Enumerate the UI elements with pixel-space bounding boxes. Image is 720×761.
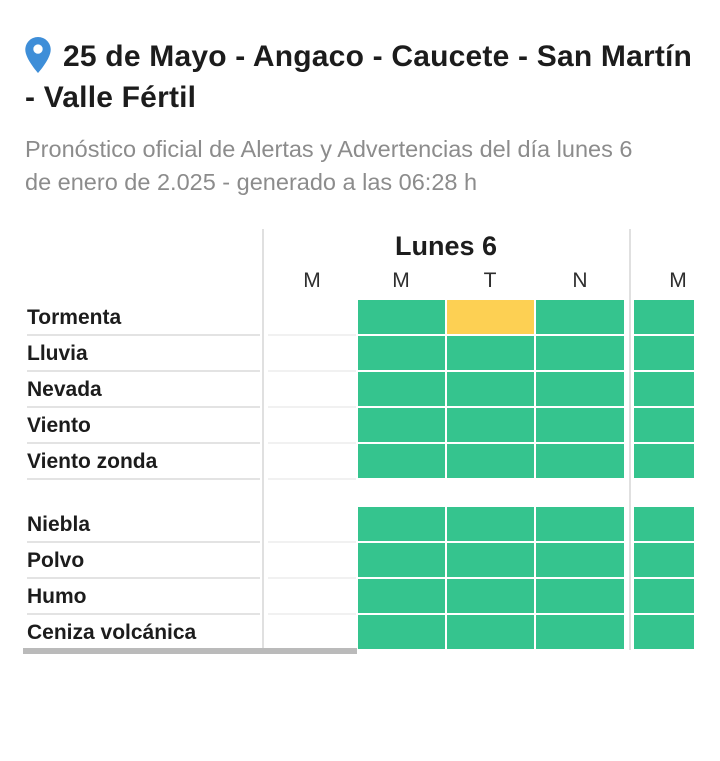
alert-cell-green <box>634 579 694 613</box>
alert-cell-green <box>536 444 624 478</box>
column-header-2: T <box>483 269 497 292</box>
empty-cell <box>268 507 356 543</box>
alerts-page: 25 de Mayo - Angaco - Caucete - San Mart… <box>0 36 720 761</box>
alert-cell-green <box>634 300 694 334</box>
empty-cell <box>268 579 356 615</box>
empty-cell <box>268 408 356 444</box>
alert-cell-green <box>634 444 694 478</box>
alert-cell-green <box>634 336 694 370</box>
row-label: Niebla <box>27 507 260 543</box>
row-label: Humo <box>27 579 260 615</box>
alert-cell-green <box>447 507 534 541</box>
alert-cell-green <box>358 408 445 442</box>
alert-cell-green <box>447 444 534 478</box>
empty-cell <box>268 615 356 651</box>
alert-cell-green <box>447 543 534 577</box>
empty-cell <box>268 444 356 480</box>
alert-cell-green <box>358 336 445 370</box>
empty-cell <box>268 543 356 579</box>
alert-cell-green <box>634 408 694 442</box>
column-header-0: M <box>303 269 321 292</box>
alert-cell-green <box>536 408 624 442</box>
column-header-1: M <box>392 269 410 292</box>
alert-cell-green <box>358 372 445 406</box>
alert-cell-green <box>634 615 694 649</box>
row-label: Viento zonda <box>27 444 260 480</box>
table-divider-right <box>629 229 631 650</box>
alert-cell-green <box>358 300 445 334</box>
alert-cell-green <box>536 507 624 541</box>
day-header: Lunes 6 <box>394 231 498 261</box>
row-label: Lluvia <box>27 336 260 372</box>
forecast-subtitle: Pronóstico oficial de Alertas y Adverten… <box>25 136 633 195</box>
alert-cell-yellow <box>447 300 534 334</box>
row-label: Polvo <box>27 543 260 579</box>
alert-cell-green <box>447 408 534 442</box>
alert-cell-green <box>447 336 534 370</box>
row-label: Viento <box>27 408 260 444</box>
column-header-3: N <box>572 269 588 292</box>
alert-cell-green <box>536 543 624 577</box>
alert-cell-green <box>536 336 624 370</box>
alert-cell-green <box>536 300 624 334</box>
location-pin-icon <box>25 37 51 73</box>
row-label: Tormenta <box>27 300 260 336</box>
alert-cell-green <box>358 543 445 577</box>
alert-cell-green <box>358 507 445 541</box>
alert-cell-green <box>536 579 624 613</box>
alert-cell-green <box>634 543 694 577</box>
alert-cell-green <box>634 372 694 406</box>
alert-cell-green <box>358 615 445 649</box>
alert-cell-green <box>536 372 624 406</box>
alert-cell-green <box>536 615 624 649</box>
alert-cell-green <box>358 579 445 613</box>
empty-cell <box>268 300 356 336</box>
alert-cell-green <box>447 579 534 613</box>
alert-cell-green <box>447 372 534 406</box>
empty-cell <box>268 336 356 372</box>
alert-cell-green <box>358 444 445 478</box>
page-title-text: 25 de Mayo - Angaco - Caucete - San Mart… <box>25 40 693 114</box>
column-header-4: M <box>669 269 687 292</box>
alert-cell-green <box>447 615 534 649</box>
horizontal-scrollbar[interactable] <box>23 648 357 654</box>
empty-cell <box>268 372 356 408</box>
table-divider-left <box>262 229 264 650</box>
page-title: 25 de Mayo - Angaco - Caucete - San Mart… <box>25 36 696 118</box>
row-label: Ceniza volcánica <box>27 615 260 651</box>
alert-cell-green <box>634 507 694 541</box>
row-label: Nevada <box>27 372 260 408</box>
